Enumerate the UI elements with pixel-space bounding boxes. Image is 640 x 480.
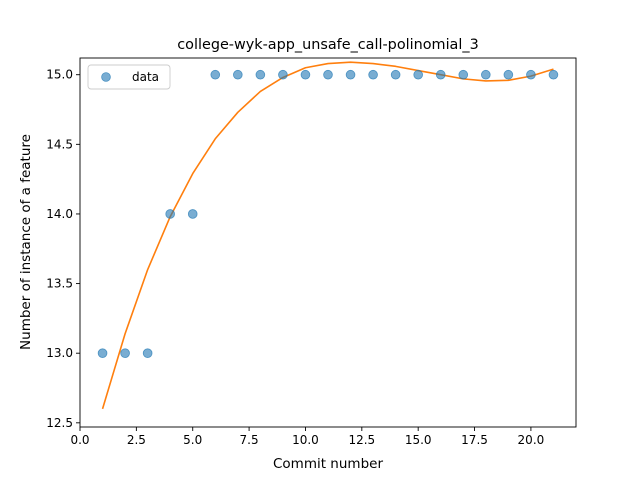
x-tick-label: 12.5	[348, 433, 375, 447]
plot-area	[97, 61, 559, 410]
fit-line	[101, 61, 554, 410]
legend-box	[87, 64, 171, 90]
data-point	[481, 69, 491, 80]
y-axis-label: Number of instance of a feature	[18, 134, 34, 350]
x-tick-label: 17.5	[461, 433, 488, 447]
data-point	[390, 69, 401, 80]
data-point	[323, 69, 333, 80]
data-point	[142, 348, 153, 359]
x-tick-label: 20.0	[518, 433, 545, 447]
data-point	[435, 69, 446, 80]
y-tick-label: 15.0	[46, 68, 73, 82]
legend-label: data	[132, 70, 159, 84]
data-point	[458, 69, 469, 80]
x-tick-label: 7.5	[240, 433, 259, 447]
legend-marker	[101, 72, 111, 82]
data-point	[97, 348, 108, 359]
data-point	[368, 69, 378, 80]
axes: 0.0 2.5 5.0 7.5 10.0 12.5 15.0 17.5 20.0 12.5 13.0…	[46, 57, 577, 447]
x-axis-label: Commit number	[273, 456, 383, 472]
data-point	[526, 69, 536, 80]
data-point	[255, 69, 266, 80]
y-tick-label: 13.0	[46, 346, 73, 360]
y-tick-label: 12.5	[46, 416, 73, 430]
data-point	[345, 69, 356, 80]
plot-frame	[79, 57, 577, 428]
y-tick-label: 13.5	[46, 277, 73, 291]
legend: data	[87, 64, 171, 90]
y-tick-label: 14.0	[46, 207, 73, 221]
data-point	[165, 209, 175, 219]
x-tick-label: 2.5	[127, 433, 146, 447]
x-tick-label: 15.0	[405, 433, 432, 447]
data-point	[300, 69, 311, 80]
data-point	[413, 69, 423, 80]
data-point	[233, 69, 243, 80]
chart-title: college-wyk-app_unsafe_call-polinomial_3	[177, 37, 478, 53]
data-point	[503, 69, 514, 80]
data-point	[187, 209, 198, 219]
y-tick-label: 14.5	[46, 137, 73, 151]
x-tick-label: 10.0	[292, 433, 319, 447]
data-point	[278, 69, 288, 80]
x-tick-label: 5.0	[183, 433, 202, 447]
data-point	[548, 69, 559, 80]
data-point	[210, 69, 221, 80]
x-tick-label: 0.0	[70, 433, 89, 447]
data-point	[120, 348, 130, 359]
